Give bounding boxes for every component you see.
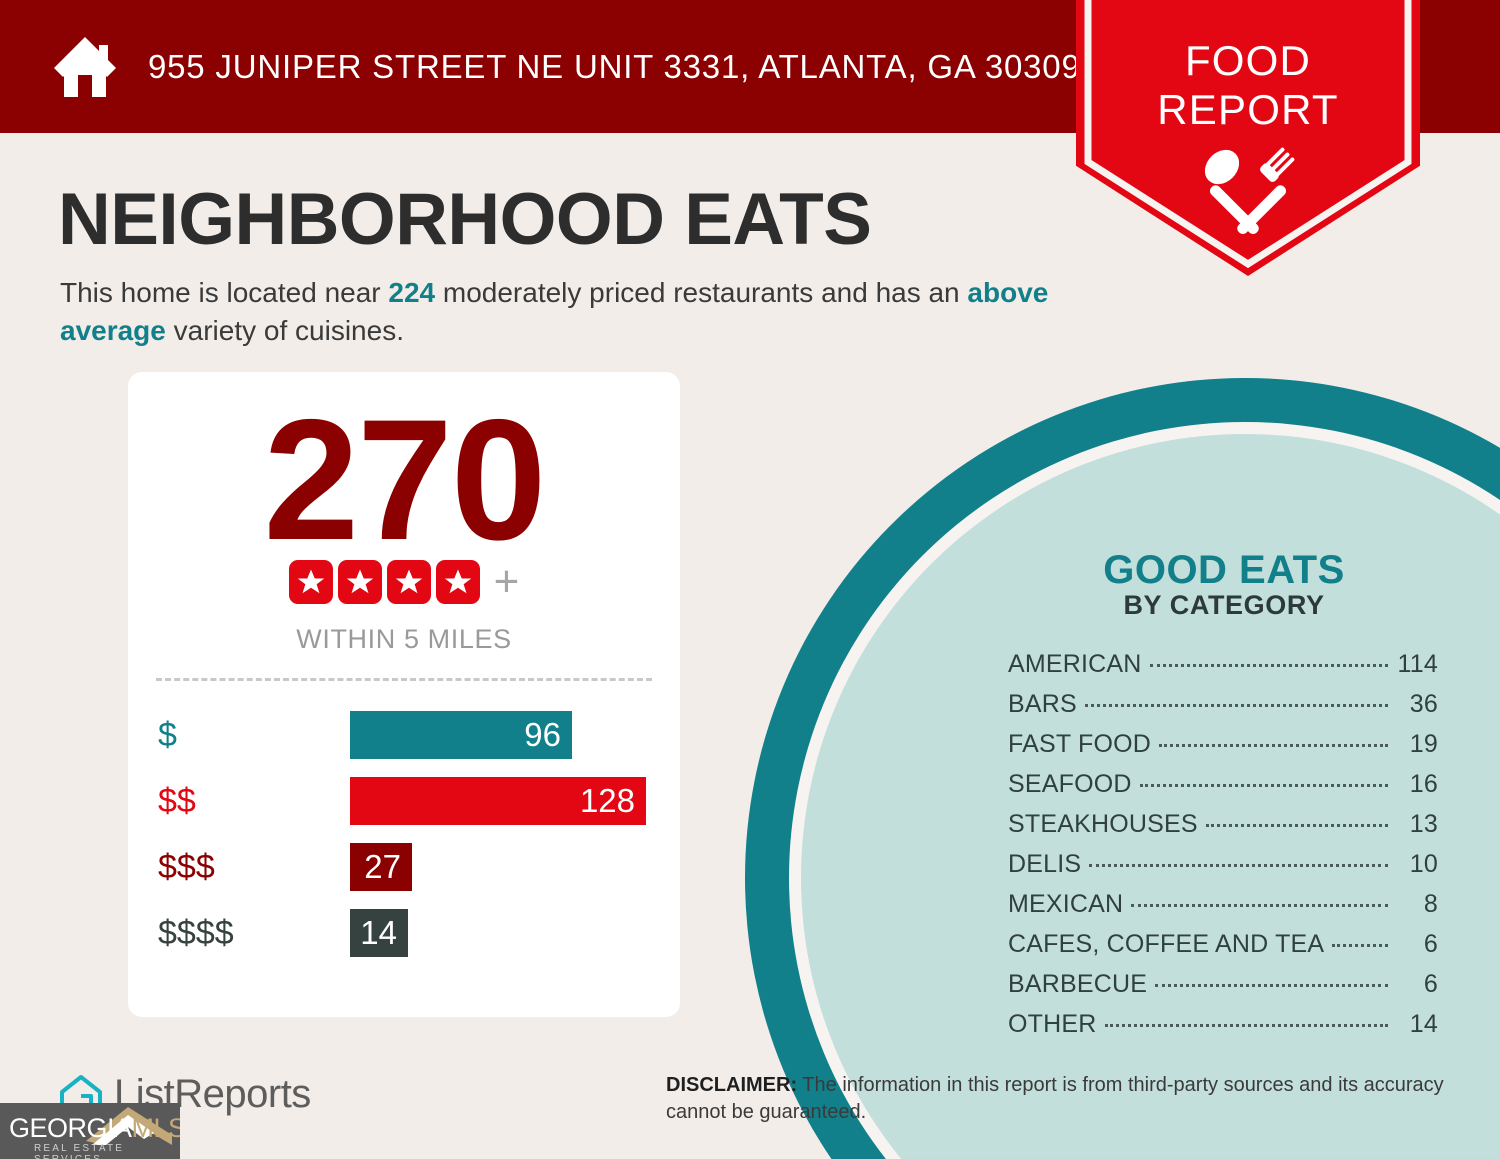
good-eats-row: BARS 36 <box>1008 690 1438 730</box>
intro-paragraph: This home is located near 224 moderately… <box>60 274 1060 350</box>
star-icon <box>337 560 382 604</box>
price-tier-row: $$ 128 <box>128 768 680 834</box>
intro-text-2: moderately priced restaurants and has an <box>435 277 968 308</box>
good-eats-list: AMERICAN 114 BARS 36 FAST FOOD 19 SEAFOOD 16 STE… <box>1008 650 1438 1050</box>
leader-dots <box>1089 864 1388 867</box>
good-eats-subtitle: BY CATEGORY <box>1123 590 1325 620</box>
price-tier-row: $$$$ 14 <box>128 900 680 966</box>
good-eats-row: STEAKHOUSES 13 <box>1008 810 1438 850</box>
good-eats-row: OTHER 14 <box>1008 1010 1438 1050</box>
intro-text-3: variety of cuisines. <box>165 315 404 346</box>
leader-dots <box>1131 904 1388 907</box>
spoon-fork-icon <box>1204 147 1295 235</box>
leader-dots <box>1149 664 1388 667</box>
good-eats-count: 36 <box>1409 690 1438 718</box>
star-icon <box>386 560 431 604</box>
good-eats-row: SEAFOOD 16 <box>1008 770 1438 810</box>
badge-title-line1: FOOD <box>1184 37 1312 84</box>
price-tier-label: $$ <box>158 781 196 820</box>
price-tier-bar-track: 27 <box>350 843 412 891</box>
star-icon <box>435 560 480 604</box>
price-tier-bar-track: 96 <box>350 711 572 759</box>
good-eats-circle <box>745 378 1500 1159</box>
good-eats-category: STEAKHOUSES <box>1008 810 1198 838</box>
radius-label: WITHIN 5 MILES <box>296 624 512 654</box>
restaurant-summary-card: 270 + WITHIN 5 MILES $96 $$ 128 $$$ 27 $$$$ 14 <box>128 372 680 1017</box>
good-eats-category: BARS <box>1008 690 1077 718</box>
good-eats-category: DELIS <box>1008 850 1082 878</box>
good-eats-category: OTHER <box>1008 1010 1097 1038</box>
good-eats-category: CAFES, COFFEE AND TEA <box>1008 930 1325 958</box>
georgia-mls-tagline: REAL ESTATE SERVICES <box>34 1143 125 1159</box>
price-tier-bar-track: 128 <box>350 777 646 825</box>
badge-title-line2: REPORT <box>1157 86 1339 133</box>
leader-dots <box>1139 784 1388 787</box>
page-title: NEIGHBORHOOD EATS <box>58 179 872 260</box>
leader-dots <box>1159 744 1388 747</box>
price-tier-label: $$$$ <box>158 913 234 952</box>
price-tier-row: $$$ 27 <box>128 834 680 900</box>
good-eats-row: MEXICAN 8 <box>1008 890 1438 930</box>
card-divider <box>156 678 652 681</box>
good-eats-category: MEXICAN <box>1008 890 1124 918</box>
disclaimer: DISCLAIMER: The information in this repo… <box>666 1072 1456 1126</box>
georgia-mls-wordmark: GEORGIAMLS <box>9 1113 180 1144</box>
good-eats-count: 8 <box>1423 890 1438 918</box>
good-eats-row: FAST FOOD 19 <box>1008 730 1438 770</box>
leader-dots <box>1104 1024 1388 1027</box>
property-address: 955 JUNIPER STREET NE UNIT 3331, ATLANTA… <box>148 47 1081 85</box>
good-eats-count: 16 <box>1409 770 1438 798</box>
leader-dots <box>1332 944 1388 947</box>
georgia-mls-secondary: MLS <box>131 1113 180 1143</box>
good-eats-category: SEAFOOD <box>1008 770 1132 798</box>
star-icon <box>288 560 333 604</box>
price-tier-bar: 128 <box>350 777 646 825</box>
good-eats-row: AMERICAN 114 <box>1008 650 1438 690</box>
good-eats-category: AMERICAN <box>1008 650 1142 678</box>
home-icon <box>54 36 116 97</box>
good-eats-category: FAST FOOD <box>1008 730 1152 758</box>
good-eats-count: 14 <box>1409 1010 1438 1038</box>
intro-highlight-variety: above average <box>60 277 1049 346</box>
plus-icon: + <box>493 557 520 606</box>
badge-title: FOOD REPORT <box>1076 36 1420 134</box>
good-eats-category: BARBECUE <box>1008 970 1148 998</box>
good-eats-title: GOOD EATS <box>1103 548 1345 592</box>
leader-dots <box>1155 984 1388 987</box>
restaurant-count: 270 <box>263 384 547 576</box>
price-tier-label: $ <box>158 715 177 754</box>
georgia-mls-logo: GEORGIAMLS REAL ESTATE SERVICES <box>0 1103 180 1159</box>
price-tier-bar: 14 <box>350 909 408 957</box>
price-tier-label: $$$ <box>158 847 215 886</box>
roof-icon <box>86 1107 172 1145</box>
good-eats-row: DELIS 10 <box>1008 850 1438 890</box>
good-eats-count: 10 <box>1409 850 1438 878</box>
good-eats-count: 114 <box>1397 650 1438 678</box>
good-eats-count: 6 <box>1423 930 1438 958</box>
leader-dots <box>1205 824 1388 827</box>
listreports-logo: ListReports <box>58 1072 311 1117</box>
good-eats-count: 13 <box>1409 810 1438 838</box>
disclaimer-label: DISCLAIMER: <box>666 1074 798 1096</box>
price-tier-row: $96 <box>128 702 680 768</box>
intro-text-1: This home is located near <box>60 277 389 308</box>
leader-dots <box>1084 704 1388 707</box>
georgia-mls-primary: GEORGIA <box>9 1113 132 1143</box>
star-rating: + <box>128 560 680 604</box>
price-tier-bar: 96 <box>350 711 572 759</box>
price-tier-bar-track: 14 <box>350 909 408 957</box>
disclaimer-text: The information in this report is from t… <box>666 1074 1444 1123</box>
good-eats-count: 19 <box>1409 730 1438 758</box>
good-eats-count: 6 <box>1423 970 1438 998</box>
intro-highlight-count: 224 <box>388 277 436 308</box>
price-tier-bar: 27 <box>350 843 412 891</box>
good-eats-row: BARBECUE 6 <box>1008 970 1438 1010</box>
good-eats-row: CAFES, COFFEE AND TEA 6 <box>1008 930 1438 970</box>
price-tier-chart: $96 $$ 128 $$$ 27 $$$$ 14 <box>128 702 680 966</box>
